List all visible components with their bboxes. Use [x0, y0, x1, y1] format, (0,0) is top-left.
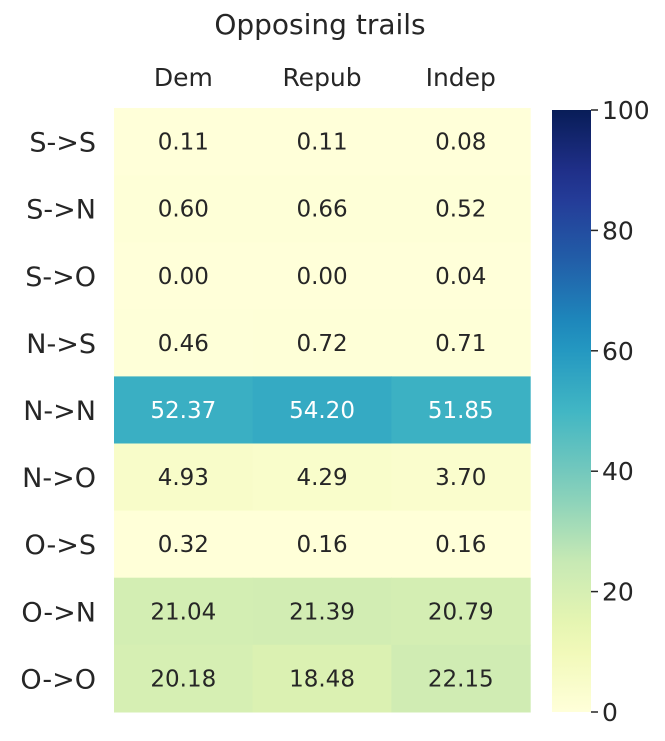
row-labels: S->S S->N S->O N->S N->N N->O O->S O->N O->O	[20, 128, 96, 696]
row-label: N->N	[23, 396, 96, 427]
heatmap-cell	[391, 577, 531, 646]
chart-title: Opposing trails	[214, 8, 426, 41]
heatmap-cell	[391, 175, 531, 243]
cell-value-label: 54.20	[289, 398, 355, 424]
heatmap-cell	[391, 510, 531, 579]
cell-value-label: 22.15	[428, 666, 494, 692]
cell-value-label: 20.18	[150, 666, 216, 692]
colorbar-tick-label: 40	[602, 457, 634, 486]
row-label: S->O	[25, 262, 96, 293]
column-label: Indep	[426, 63, 496, 92]
cell-value-label: 4.93	[158, 465, 209, 491]
colorbar-tick-label: 100	[602, 96, 650, 125]
row-label: S->N	[26, 195, 96, 226]
cell-value-label: 0.52	[435, 197, 486, 223]
cell-value-label: 51.85	[428, 398, 494, 424]
cell-value-label: 0.71	[435, 331, 486, 357]
cell-value-label: 3.70	[435, 465, 486, 491]
cell-value-label: 4.29	[296, 465, 347, 491]
cell-value-label: 0.04	[435, 264, 486, 290]
heatmap-cell	[252, 175, 392, 243]
heatmap-cell	[391, 242, 531, 310]
cell-value-label: 0.16	[296, 532, 347, 558]
cell-value-label: 21.04	[150, 599, 216, 625]
cell-value-label: 52.37	[150, 398, 216, 424]
cell-value-label: 0.16	[435, 532, 486, 558]
row-label: N->S	[26, 329, 96, 360]
heatmap-cell	[391, 108, 531, 176]
heatmap-cell	[114, 577, 254, 646]
cell-value-label: 0.11	[296, 130, 347, 156]
cell-value-label: 0.11	[158, 130, 209, 156]
heatmap-cell	[114, 443, 254, 512]
heatmap-cell	[252, 309, 392, 377]
cell-value-label: 21.39	[289, 599, 355, 625]
colorbar-tick-label: 60	[602, 337, 634, 366]
row-label: N->O	[22, 463, 96, 494]
colorbar-tick-label: 20	[602, 578, 634, 607]
cell-value-label: 18.48	[289, 666, 355, 692]
heatmap-cell	[391, 376, 531, 445]
heatmap-cell	[252, 242, 392, 310]
heatmap-cell	[114, 242, 254, 310]
colorbar-gradient	[552, 110, 591, 712]
cell-value-label: 0.72	[296, 331, 347, 357]
cell-value-label: 20.79	[428, 599, 494, 625]
heatmap-cell	[252, 376, 392, 445]
column-label: Repub	[282, 63, 361, 92]
heatmap-cell	[114, 108, 254, 176]
column-labels: Dem Repub Indep	[154, 63, 496, 92]
heatmap-cell	[252, 510, 392, 579]
heatmap-cell	[114, 175, 254, 243]
heatmap-cell	[114, 510, 254, 579]
heatmap-cell	[252, 108, 392, 176]
column-label: Dem	[154, 63, 213, 92]
colorbar-tick-label: 80	[602, 216, 634, 245]
row-label: O->N	[21, 597, 96, 628]
cell-value-label: 0.66	[296, 197, 347, 223]
cell-value-label: 0.46	[158, 331, 209, 357]
heatmap-cell	[391, 644, 531, 713]
cell-value-label: 0.60	[158, 197, 209, 223]
colorbar: 0 20 40 60 80 100	[552, 96, 650, 727]
heatmap-cell	[252, 443, 392, 512]
heatmap-cell	[252, 577, 392, 646]
heatmap-cell	[391, 443, 531, 512]
row-label: S->S	[29, 128, 96, 159]
cell-value-label: 0.00	[296, 264, 347, 290]
cell-value-label: 0.32	[158, 532, 209, 558]
row-label: O->O	[20, 664, 96, 695]
heatmap-cell	[114, 376, 254, 445]
heatmap-cell	[252, 644, 392, 713]
colorbar-tick-label: 0	[602, 698, 618, 727]
cell-value-label: 0.08	[435, 130, 486, 156]
heatmap-cells: 0.11 0.11 0.08 0.60 0.66 0.52 0.00 0.00 0.04 0.46…	[114, 108, 531, 713]
heatmap-cell	[114, 644, 254, 713]
heatmap-cell	[391, 309, 531, 377]
heatmap-cell	[114, 309, 254, 377]
row-label: O->S	[24, 530, 96, 561]
cell-value-label: 0.00	[158, 264, 209, 290]
